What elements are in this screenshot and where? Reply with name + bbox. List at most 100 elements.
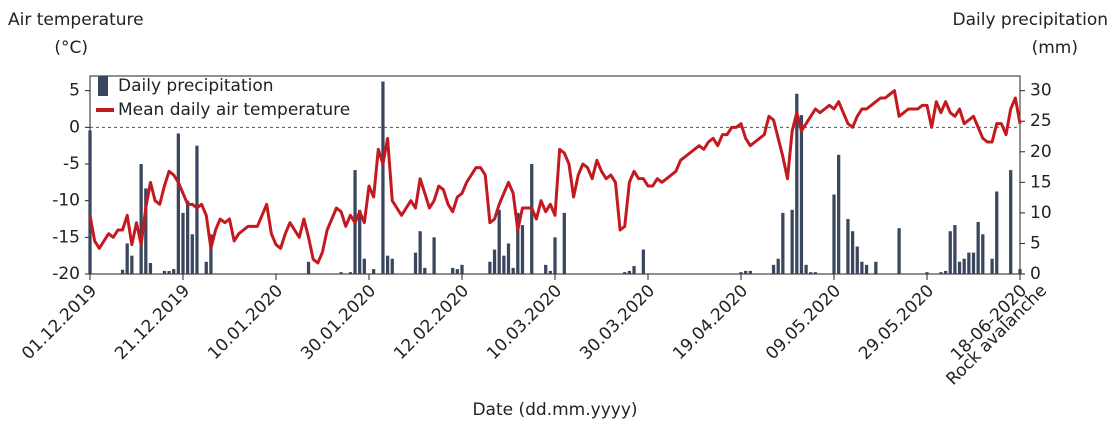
- bar: [195, 145, 199, 274]
- bar: [1009, 170, 1013, 274]
- bar: [432, 237, 436, 274]
- bar: [176, 133, 180, 274]
- bar: [418, 231, 422, 274]
- bar: [837, 154, 841, 274]
- bar: [981, 234, 985, 274]
- bar: [553, 237, 557, 274]
- bar: [413, 252, 418, 274]
- bar: [809, 272, 813, 274]
- y-tick-label: -5: [63, 154, 80, 174]
- y-tick-label: -10: [52, 191, 80, 211]
- bar: [1018, 269, 1022, 274]
- x-tick-label: 01.12.2019: [18, 281, 101, 364]
- bar: [627, 270, 632, 274]
- bar: [632, 266, 636, 274]
- bar: [795, 93, 799, 274]
- x-tick-label: 21.12.2019: [111, 281, 194, 364]
- x-tick-label: 09.05.2020: [762, 281, 845, 364]
- x-tick-label: 10.03.2020: [483, 281, 566, 364]
- bar: [348, 272, 353, 274]
- bar: [190, 234, 194, 274]
- bar: [846, 219, 850, 274]
- annotation: Rock avalanche: [943, 281, 1051, 389]
- bar: [748, 270, 752, 274]
- bar: [641, 249, 645, 274]
- bar: [497, 209, 501, 274]
- bar: [204, 261, 208, 274]
- bar: [460, 264, 464, 274]
- bar: [860, 261, 864, 274]
- bar: [502, 255, 506, 274]
- bar: [130, 255, 134, 274]
- bar: [967, 252, 971, 274]
- bar: [850, 231, 855, 274]
- x-axis-title: Date (dd.mm.yyyy): [472, 400, 637, 420]
- bar: [832, 194, 836, 274]
- bar: [506, 243, 511, 274]
- bar: [874, 261, 878, 274]
- y-axis-title: Air temperature: [8, 10, 144, 30]
- x-tick-label: 30.01.2020: [297, 281, 380, 364]
- bar: [492, 249, 497, 274]
- bar: [172, 269, 176, 274]
- bar: [744, 270, 748, 274]
- legend-swatch: [98, 76, 108, 96]
- x-tick-label: 30.03.2020: [576, 281, 659, 364]
- bar: [148, 263, 153, 274]
- bar: [897, 228, 901, 274]
- bar: [120, 269, 125, 274]
- bar: [990, 258, 994, 274]
- bar: [358, 209, 362, 274]
- bar: [372, 269, 376, 274]
- bar: [948, 231, 952, 274]
- bar: [167, 270, 171, 274]
- bar: [362, 258, 366, 274]
- bar: [530, 164, 534, 274]
- bar: [771, 264, 776, 274]
- bar: [971, 252, 976, 274]
- bar: [864, 264, 869, 274]
- bar: [790, 209, 794, 274]
- y2-axis-unit: (mm): [1032, 38, 1078, 58]
- x-tick-label: 10.01.2020: [204, 281, 287, 364]
- bar: [548, 270, 552, 274]
- bar: [125, 243, 129, 274]
- bar: [144, 188, 148, 274]
- bar: [520, 225, 525, 274]
- y2-tick-label: 5: [1030, 233, 1041, 253]
- bar: [339, 272, 343, 274]
- y2-tick-label: 30: [1030, 81, 1052, 101]
- bar: [953, 225, 957, 274]
- bar: [623, 272, 627, 274]
- legend-label: Mean daily air temperature: [118, 100, 350, 120]
- bar: [562, 212, 566, 274]
- y-tick-label: 0: [69, 117, 80, 137]
- bar: [957, 261, 962, 274]
- y2-tick-label: 25: [1030, 111, 1052, 131]
- bar: [390, 258, 394, 274]
- bar: [186, 200, 190, 274]
- y2-axis-title: Daily precipitation: [952, 10, 1108, 30]
- bar: [995, 191, 999, 274]
- y2-tick-label: 20: [1030, 142, 1052, 162]
- y2-tick-label: 0: [1030, 264, 1041, 284]
- bar: [804, 264, 808, 274]
- line: [88, 89, 1022, 265]
- bar: [544, 264, 548, 274]
- x-tick-label: 12.02.2020: [390, 281, 473, 364]
- x-tick-label: 19.04.2020: [669, 281, 752, 364]
- bar: [962, 258, 966, 274]
- bar: [976, 222, 980, 274]
- bar: [799, 115, 804, 274]
- bar: [88, 130, 92, 274]
- bar: [209, 234, 213, 274]
- bar: [739, 272, 743, 274]
- legend-label: Daily precipitation: [118, 76, 274, 96]
- bar: [306, 261, 311, 274]
- bar: [488, 261, 492, 274]
- y2-tick-label: 10: [1030, 203, 1052, 223]
- bar: [381, 81, 385, 274]
- bar: [162, 270, 167, 274]
- y-axis-unit: (°C): [54, 38, 88, 58]
- y-tick-label: -20: [52, 264, 80, 284]
